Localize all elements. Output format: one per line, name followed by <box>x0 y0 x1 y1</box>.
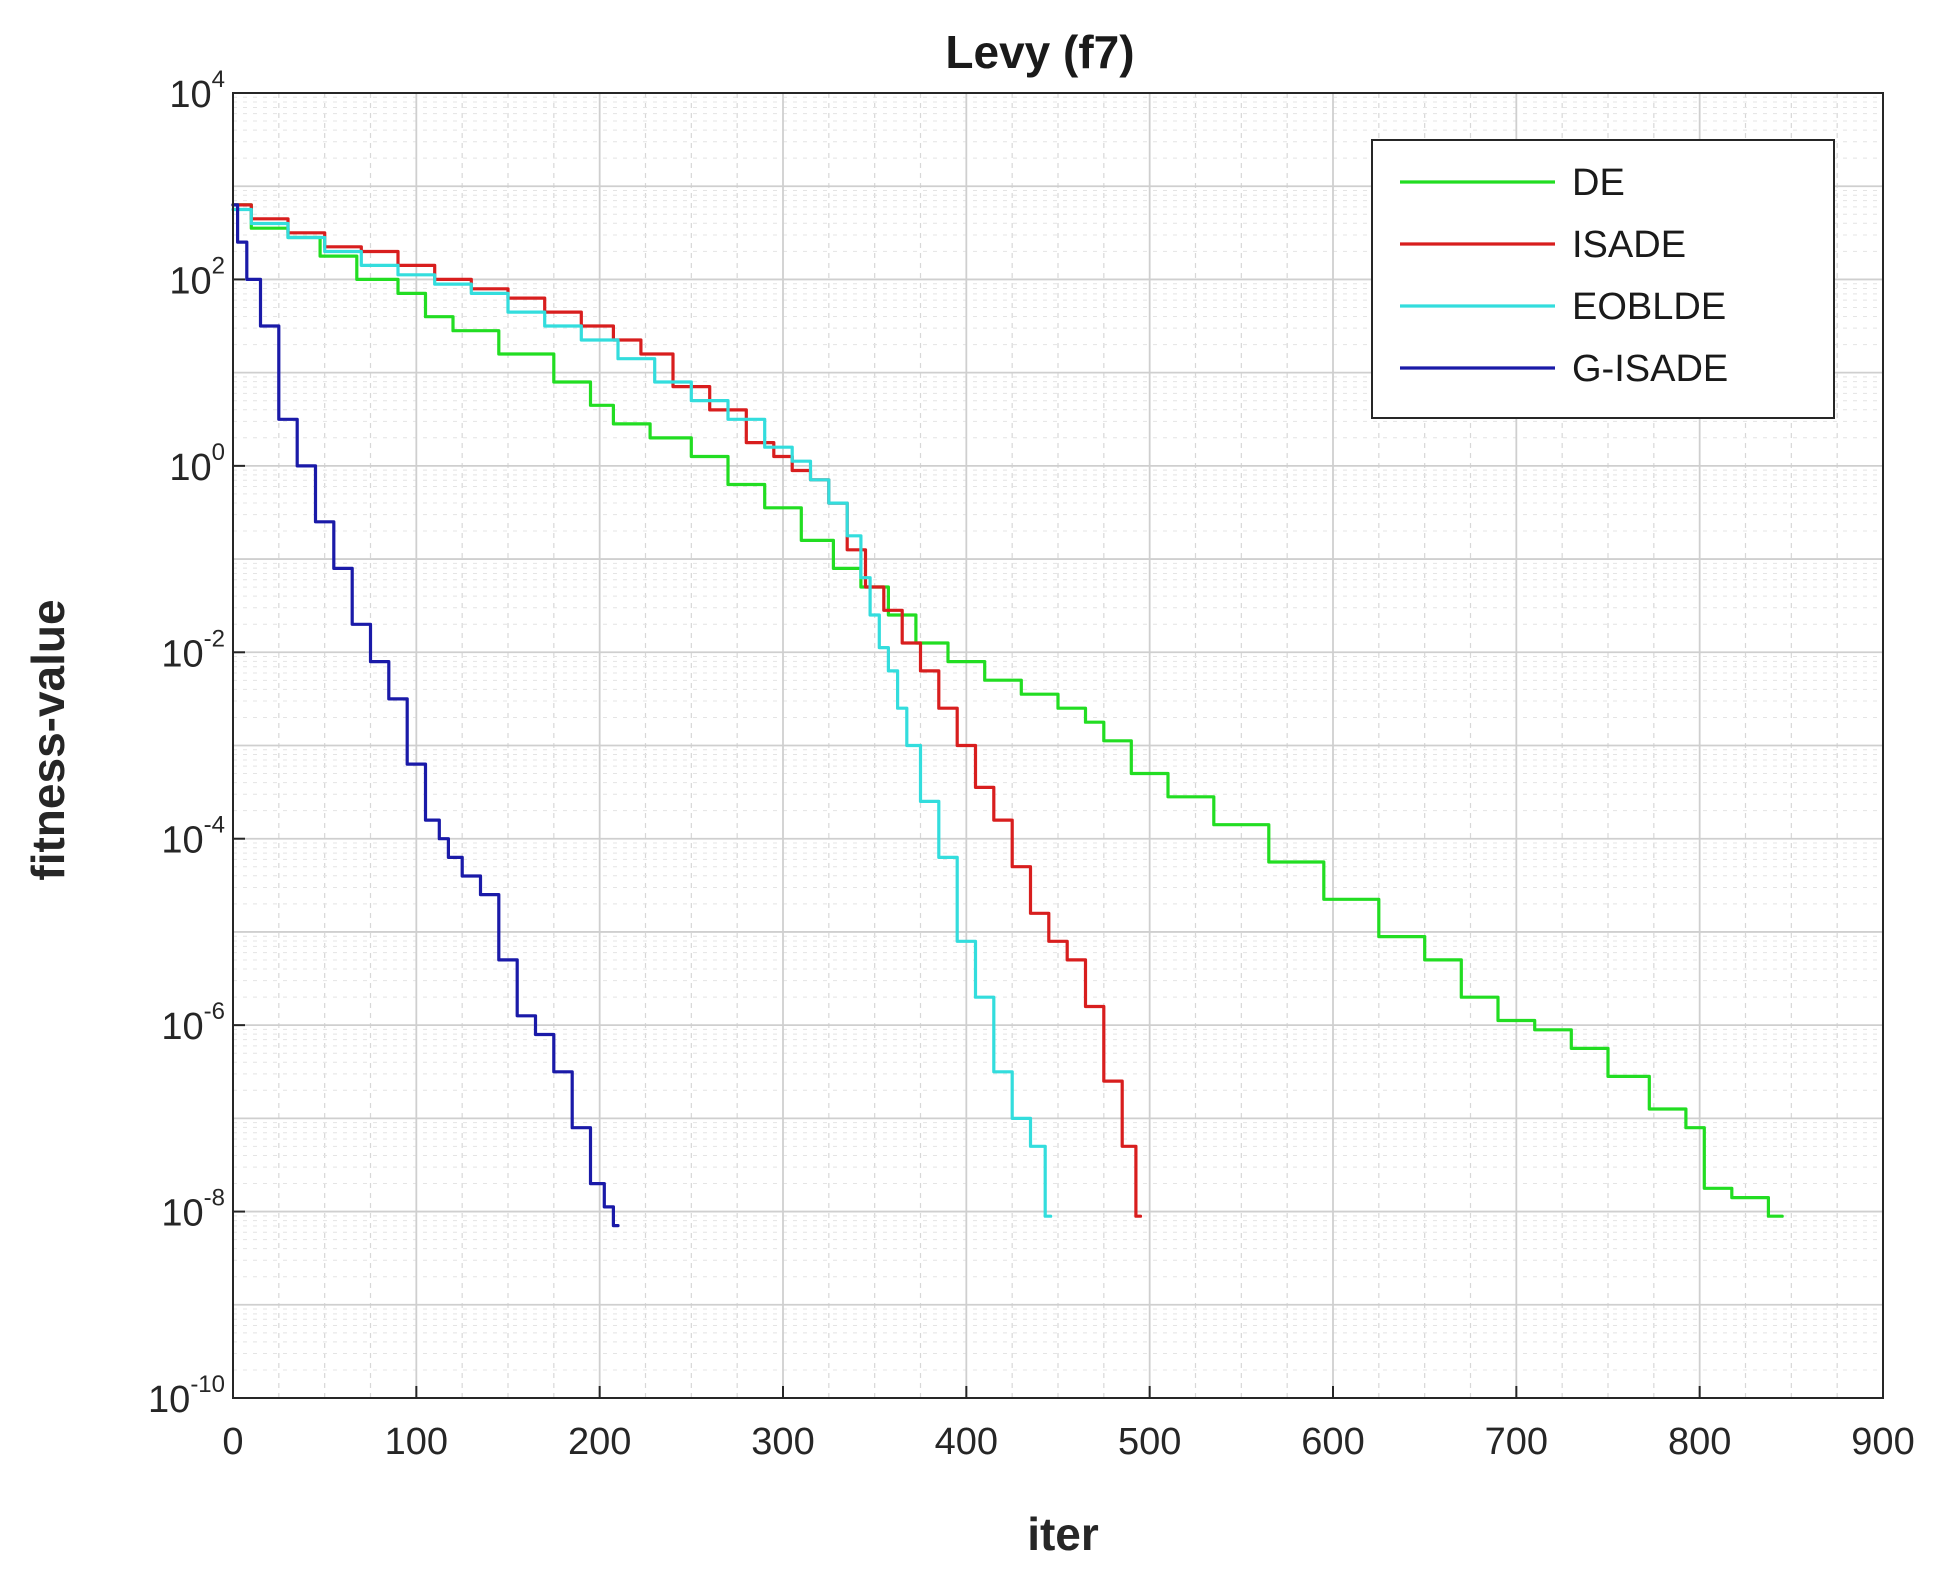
y-tick-label: 102 <box>169 252 225 302</box>
plot-frame <box>232 92 1884 1399</box>
legend-label-de: DE <box>1572 162 1625 204</box>
y-tick-label: 10-8 <box>161 1185 225 1235</box>
x-tick-label: 400 <box>935 1421 998 1463</box>
x-tick-label: 200 <box>568 1421 631 1463</box>
legend-label-isade: ISADE <box>1572 224 1686 266</box>
x-axis-ticks: 0 100 200 300 400 500 600 700 800 900 <box>222 1386 1915 1463</box>
series-line-de <box>231 203 1784 1218</box>
y-axis-ticks: 104 102 100 10-2 10-4 10-6 10-8 10-10 <box>148 66 245 1421</box>
y-tick-label: 10-6 <box>161 998 225 1048</box>
y-axis-label: fitness-value <box>22 599 74 880</box>
y-tick-label: 10-10 <box>148 1371 225 1421</box>
x-tick-label: 300 <box>751 1421 814 1463</box>
legend-label-eoblde: EOBLDE <box>1572 286 1726 328</box>
y-tick-label: 100 <box>169 439 225 489</box>
legend: DE ISADE EOBLDE G-ISADE <box>1371 139 1835 419</box>
series-line-g-isade <box>231 203 620 1228</box>
x-tick-label: 700 <box>1485 1421 1548 1463</box>
legend-box <box>1371 139 1835 419</box>
x-axis-label: iter <box>1027 1508 1099 1560</box>
x-tick-label: 900 <box>1851 1421 1914 1463</box>
series-lines <box>231 203 1784 1228</box>
x-tick-label: 800 <box>1668 1421 1731 1463</box>
y-tick-label: 10-4 <box>161 812 225 862</box>
x-tick-label: 0 <box>222 1421 243 1463</box>
chart-title: Levy (f7) <box>945 26 1134 78</box>
x-tick-label: 100 <box>385 1421 448 1463</box>
y-tick-label: 10-2 <box>161 625 225 675</box>
series-line-eoblde <box>231 207 1053 1218</box>
y-tick-label: 104 <box>169 66 225 116</box>
grid-major <box>233 93 1883 1398</box>
x-tick-label: 500 <box>1118 1421 1181 1463</box>
x-tick-label: 600 <box>1301 1421 1364 1463</box>
legend-label-g-isade: G-ISADE <box>1572 348 1728 390</box>
